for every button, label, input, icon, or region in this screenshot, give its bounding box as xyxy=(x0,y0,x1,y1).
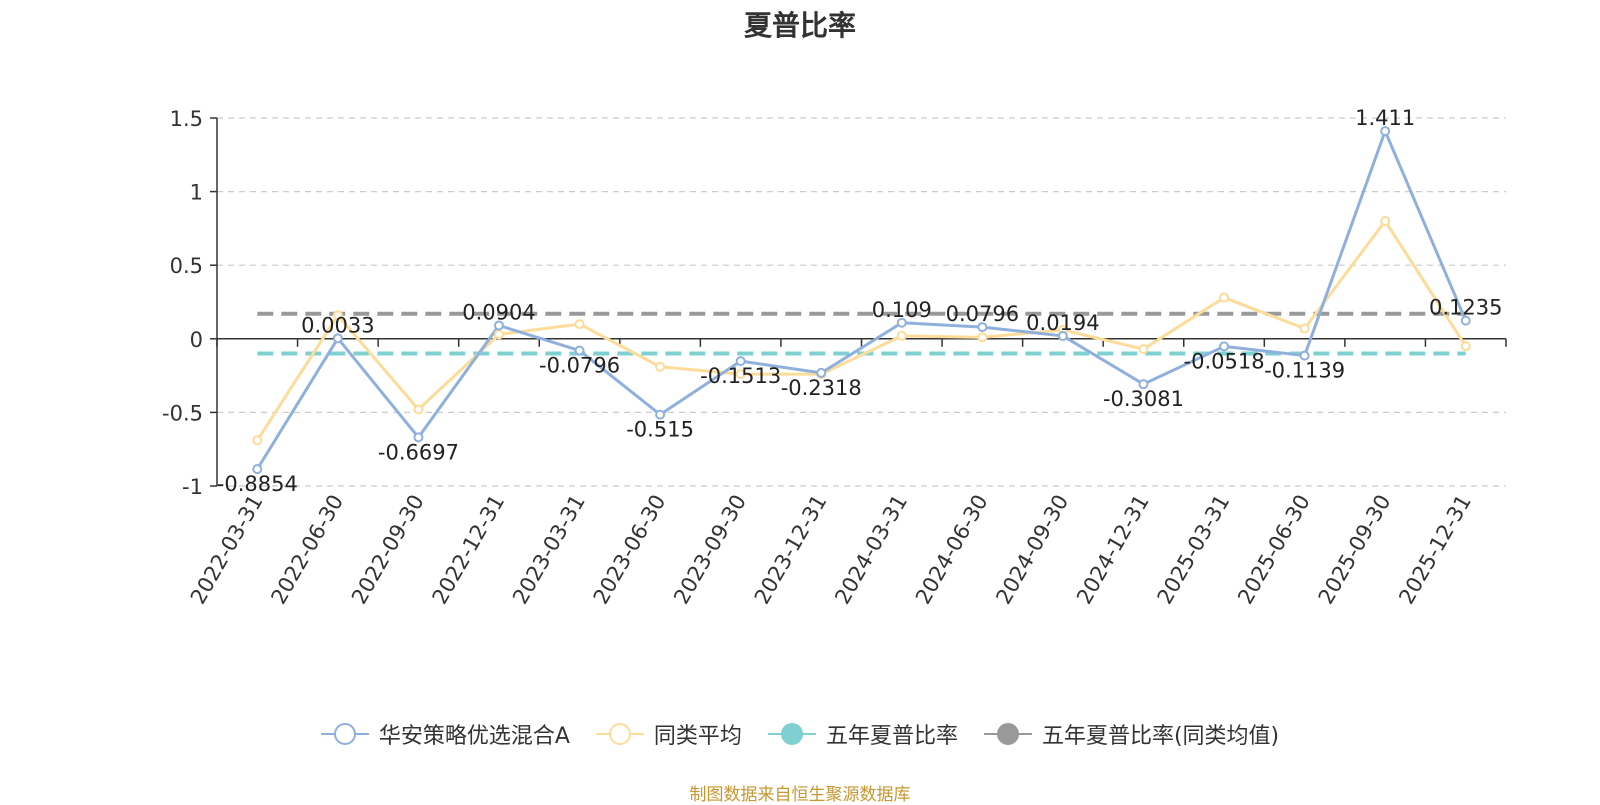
data-label-6: -0.1513 xyxy=(700,364,781,388)
x-tick-label-10: 2024-09-30 xyxy=(991,491,1073,609)
x-tick-label-5: 2023-06-30 xyxy=(589,491,671,609)
legend-label-five-year-sharpe: 五年夏普比率 xyxy=(825,724,958,749)
series-1-point-6 xyxy=(735,369,746,380)
series-0-point-4 xyxy=(574,345,585,356)
legend-marker-five-year-sharpe xyxy=(767,721,816,747)
data-label-3: 0.0904 xyxy=(462,300,535,324)
series-0-point-0 xyxy=(252,464,263,475)
data-label-4: -0.0796 xyxy=(539,354,620,378)
chart-title: 夏普比率 xyxy=(743,9,856,42)
x-tick-label-9: 2024-06-30 xyxy=(911,491,993,609)
legend-item-fund[interactable]: 华安策略优选混合A xyxy=(320,718,570,750)
x-tick-label-8: 2024-03-31 xyxy=(830,491,912,609)
data-label-7: -0.2318 xyxy=(781,376,862,400)
x-tick-label-1: 2022-06-30 xyxy=(266,491,348,609)
y-tick-label-2: 0 xyxy=(190,328,203,352)
data-label-8: 0.109 xyxy=(872,298,932,322)
series-1-point-3 xyxy=(493,329,504,340)
x-tick-label-6: 2023-09-30 xyxy=(669,491,751,609)
x-tick-label-14: 2025-09-30 xyxy=(1314,491,1396,609)
data-label-2: -0.6697 xyxy=(378,440,459,464)
data-source-note: 制图数据来自恒生聚源数据库 xyxy=(689,785,911,805)
x-tick-label-3: 2022-12-31 xyxy=(427,491,509,609)
data-label-11: -0.3081 xyxy=(1103,387,1184,411)
data-label-9: 0.0796 xyxy=(946,302,1019,326)
series-0-point-3 xyxy=(493,320,504,331)
x-tick-label-2: 2022-09-30 xyxy=(347,491,429,609)
x-tick-label-0: 2022-03-31 xyxy=(186,491,268,609)
series-0-point-5 xyxy=(655,409,666,420)
data-label-5: -0.515 xyxy=(626,418,694,442)
legend-item-five-year-sharpe[interactable]: 五年夏普比率 xyxy=(767,718,958,750)
series-1-point-0 xyxy=(252,435,263,446)
series-1-point-1 xyxy=(332,310,343,321)
x-tick-label-7: 2023-12-31 xyxy=(750,491,832,609)
legend-marker-five-year-sharpe-peer xyxy=(983,721,1032,747)
data-label-10: 0.0194 xyxy=(1026,311,1099,335)
series-0-point-12 xyxy=(1219,341,1230,352)
series-1-point-9 xyxy=(977,332,988,343)
series-1-point-4 xyxy=(574,319,585,330)
y-tick-label-0: -1 xyxy=(182,475,203,499)
series-line-1 xyxy=(256,219,1467,442)
series-0-point-6 xyxy=(735,356,746,367)
legend-item-peer-average[interactable]: 同类平均 xyxy=(595,718,742,750)
x-tick-label-13: 2025-06-30 xyxy=(1233,491,1315,609)
series-0-point-7 xyxy=(816,367,827,378)
data-label-0: -0.8854 xyxy=(217,472,298,496)
legend-item-five-year-sharpe-peer[interactable]: 五年夏普比率(同类均值) xyxy=(983,718,1280,750)
series-1-point-8 xyxy=(896,330,907,341)
data-label-13: -0.1139 xyxy=(1264,359,1345,383)
series-1-point-11 xyxy=(1138,344,1149,355)
series-line-0 xyxy=(256,129,1468,470)
series-0-point-2 xyxy=(413,432,424,443)
series-0-point-9 xyxy=(977,322,988,333)
series-0-point-10 xyxy=(1057,330,1068,341)
data-label-1: 0.0033 xyxy=(301,313,374,337)
series-1-point-12 xyxy=(1219,292,1230,303)
data-label-14: 1.411 xyxy=(1355,106,1415,130)
chart-legend: 华安策略优选混合A 同类平均 五年夏普比率 五年夏普比率(同类均值) xyxy=(0,718,1600,750)
series-1-point-15 xyxy=(1460,341,1471,352)
data-label-15: 0.1235 xyxy=(1429,296,1502,320)
series-0-point-15 xyxy=(1460,315,1471,326)
series-0-point-14 xyxy=(1380,126,1391,137)
series-0-point-11 xyxy=(1138,379,1149,390)
legend-label-fund: 华安策略优选混合A xyxy=(378,724,570,749)
data-label-12: -0.0518 xyxy=(1184,349,1265,373)
series-1-point-14 xyxy=(1380,216,1391,227)
sharpe-ratio-chart: -1 -0.5 0 0.5 1 1.5 2022-03-312022-06-302022-0… xyxy=(162,106,1507,609)
series-0-point-13 xyxy=(1299,350,1310,361)
y-tick-label-5: 1.5 xyxy=(170,107,203,131)
series-1-point-2 xyxy=(413,404,424,415)
series-1-point-5 xyxy=(655,361,666,372)
y-tick-label-4: 1 xyxy=(190,181,203,205)
series-0-point-1 xyxy=(332,333,343,344)
y-tick-label-3: 0.5 xyxy=(170,254,203,278)
x-tick-label-11: 2024-12-31 xyxy=(1072,491,1154,609)
legend-marker-fund xyxy=(320,721,369,747)
x-tick-label-4: 2023-03-31 xyxy=(508,491,590,609)
x-tick-label-15: 2025-12-31 xyxy=(1394,491,1476,609)
x-tick-label-12: 2025-03-31 xyxy=(1153,491,1235,609)
series-0-point-8 xyxy=(896,317,907,328)
legend-marker-peer-average xyxy=(595,721,644,747)
legend-label-peer-average: 同类平均 xyxy=(653,724,742,749)
y-tick-label-1: -0.5 xyxy=(162,401,203,425)
legend-label-five-year-sharpe-peer: 五年夏普比率(同类均值) xyxy=(1041,724,1280,749)
series-1-point-13 xyxy=(1299,323,1310,334)
